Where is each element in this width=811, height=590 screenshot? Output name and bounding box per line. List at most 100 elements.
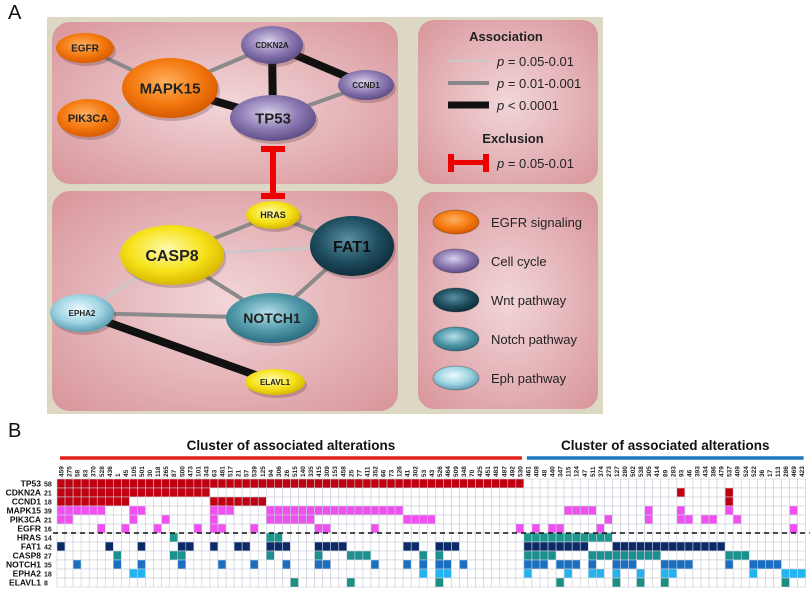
cell-empty — [740, 487, 750, 498]
cell-altered — [137, 478, 146, 489]
column-label: 522 — [751, 466, 758, 477]
cell-empty — [724, 523, 734, 534]
cell-empty — [161, 541, 170, 552]
cell-altered — [612, 559, 621, 570]
cell-empty — [628, 496, 637, 507]
cell-empty — [555, 478, 565, 489]
cell-empty — [628, 514, 637, 525]
cell-empty — [121, 541, 130, 552]
cell-empty — [386, 532, 396, 543]
cell-empty — [354, 487, 364, 498]
cell-altered — [217, 478, 227, 489]
cell-empty — [257, 550, 267, 561]
column-label: 386 — [711, 466, 718, 477]
cell-empty — [338, 496, 348, 507]
row-count: 39 — [44, 509, 52, 516]
cell-empty — [72, 568, 82, 579]
row-gene-label: HRAS — [17, 533, 41, 543]
cell-empty — [507, 487, 517, 498]
cell-empty — [306, 550, 315, 561]
cluster-title: Cluster of associated alterations — [187, 438, 396, 453]
cell-altered — [338, 505, 348, 516]
cell-empty — [265, 559, 275, 570]
cell-altered — [282, 478, 291, 489]
cell-empty — [507, 496, 517, 507]
cell-altered — [217, 505, 227, 516]
cell-altered — [290, 577, 299, 588]
cell-empty — [716, 559, 726, 570]
cell-empty — [161, 496, 170, 507]
cell-empty — [555, 487, 565, 498]
cell-empty — [322, 514, 331, 525]
cell-altered — [507, 478, 517, 489]
cell-empty — [418, 487, 428, 498]
cell-empty — [716, 550, 726, 561]
cell-altered — [781, 568, 790, 579]
cell-empty — [467, 532, 476, 543]
cell-altered — [386, 478, 396, 489]
cell-empty — [612, 532, 621, 543]
cell-altered — [282, 514, 291, 525]
column-label: 53 — [421, 469, 428, 477]
cell-empty — [435, 514, 444, 525]
cell-empty — [459, 577, 468, 588]
cell-altered — [652, 550, 662, 561]
cell-empty — [708, 559, 718, 570]
column-label: 473 — [187, 466, 194, 477]
cell-empty — [378, 514, 388, 525]
cell-altered — [571, 532, 581, 543]
cell-altered — [443, 541, 452, 552]
cell-empty — [523, 523, 533, 534]
cell-empty — [233, 514, 243, 525]
cell-empty — [652, 559, 662, 570]
legend-wnt-swatch — [432, 287, 480, 313]
cell-altered — [96, 496, 106, 507]
cell-empty — [740, 505, 750, 516]
legend-pathway-label: EGFR signaling — [491, 215, 582, 230]
cell-altered — [732, 514, 742, 525]
cell-empty — [636, 559, 645, 570]
cell-empty — [362, 577, 372, 588]
cell-empty — [451, 559, 460, 570]
legend-edge-label: p = 0.01-0.001 — [496, 76, 581, 91]
column-label: 58 — [75, 469, 82, 477]
cell-empty — [386, 514, 396, 525]
cell-empty — [483, 577, 492, 588]
column-label: 283 — [670, 466, 677, 477]
cell-empty — [426, 532, 436, 543]
cell-empty — [604, 505, 613, 516]
cell-altered — [217, 559, 227, 570]
row-count: 18 — [44, 500, 52, 507]
cell-altered — [797, 568, 806, 579]
cell-altered — [628, 550, 637, 561]
cell-altered — [724, 487, 734, 498]
cell-empty — [418, 532, 428, 543]
cell-empty — [410, 559, 420, 570]
cell-altered — [72, 496, 82, 507]
column-label: 306 — [276, 466, 283, 477]
cell-empty — [676, 496, 686, 507]
cell-altered — [145, 487, 154, 498]
cell-empty — [612, 496, 621, 507]
column-label: 118 — [155, 466, 162, 477]
column-label: 286 — [783, 466, 790, 477]
column-label: 335 — [308, 466, 315, 477]
cell-empty — [451, 577, 460, 588]
cell-altered — [362, 505, 372, 516]
cell-empty — [410, 577, 420, 588]
cell-empty — [96, 514, 106, 525]
cell-empty — [684, 523, 694, 534]
cell-altered — [435, 478, 444, 489]
cell-empty — [145, 550, 154, 561]
cell-empty — [241, 532, 251, 543]
cell-empty — [797, 523, 806, 534]
cell-altered — [531, 550, 541, 561]
cell-altered — [96, 523, 106, 534]
cell-empty — [700, 487, 710, 498]
cell-empty — [765, 541, 774, 552]
cell-empty — [765, 532, 774, 543]
cell-altered — [652, 541, 662, 552]
cell-empty — [113, 532, 122, 543]
cell-empty — [233, 568, 243, 579]
cell-altered — [668, 541, 678, 552]
